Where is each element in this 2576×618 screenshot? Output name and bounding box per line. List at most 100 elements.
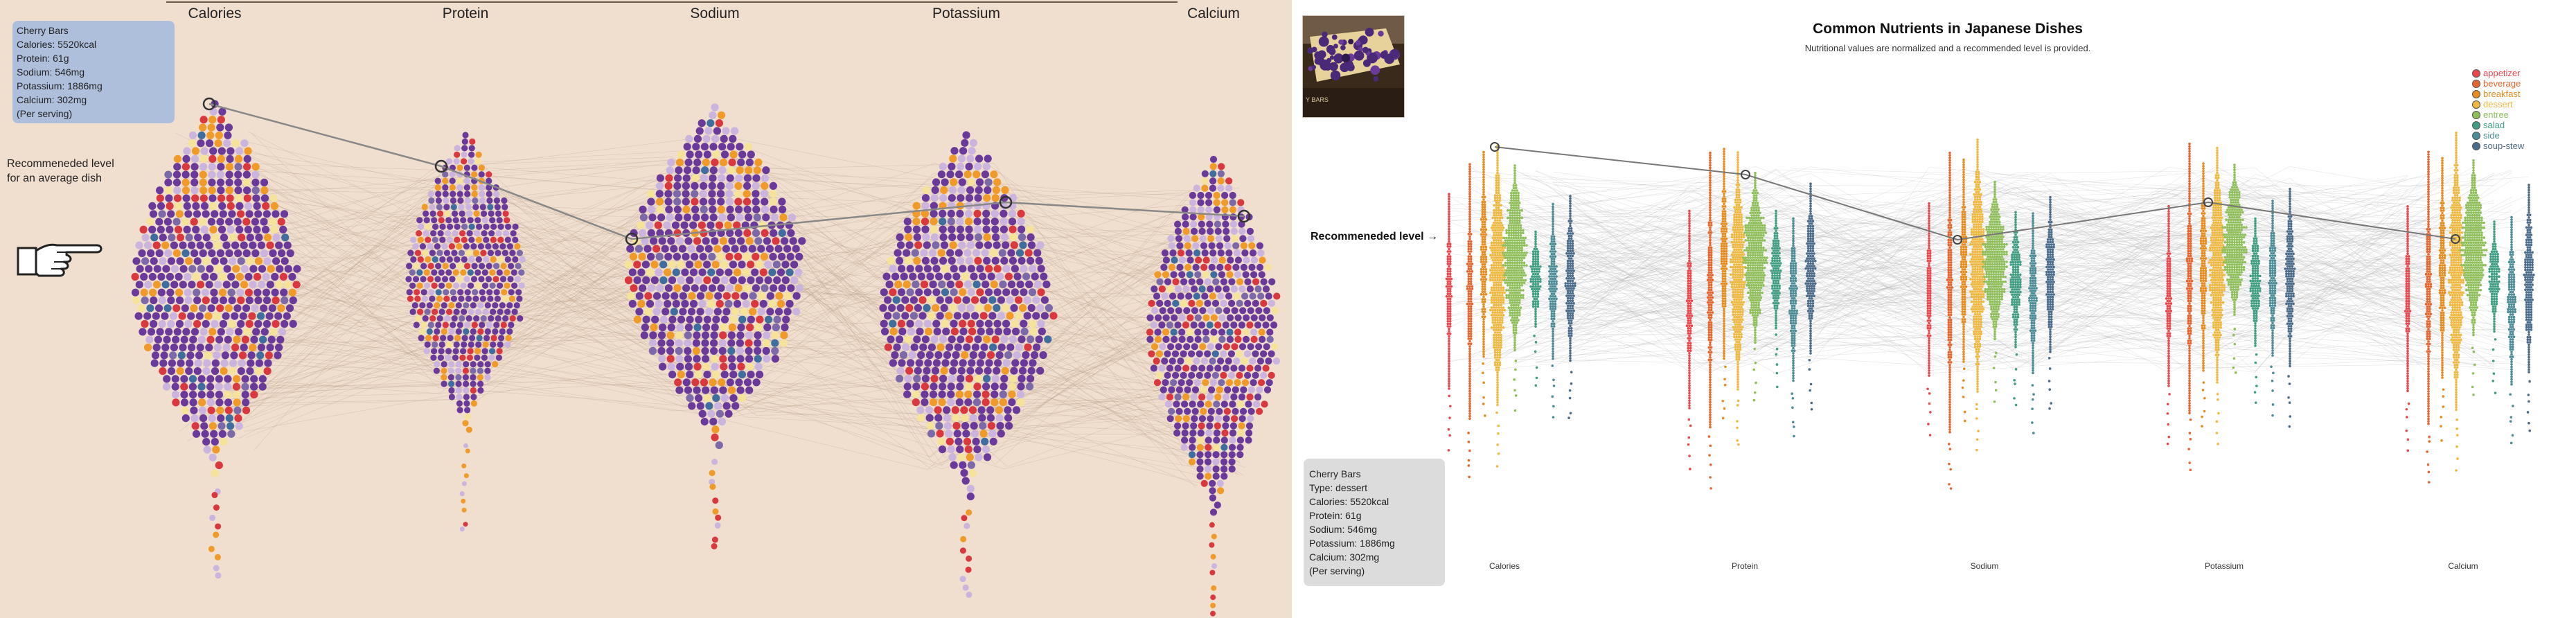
dot <box>1709 371 1712 374</box>
dot <box>725 197 734 206</box>
dot <box>1689 304 1692 308</box>
dot <box>452 354 459 361</box>
dot <box>963 280 972 289</box>
dot <box>1448 350 1450 353</box>
dot <box>131 288 140 297</box>
dot <box>1516 251 1519 254</box>
dot <box>1531 292 1535 296</box>
dot <box>449 177 456 184</box>
dot <box>1027 374 1035 383</box>
dot <box>1709 174 1712 177</box>
dot <box>641 261 650 269</box>
dot <box>1244 278 1252 285</box>
dot <box>694 276 702 285</box>
dot <box>1531 290 1535 293</box>
dot <box>175 272 183 281</box>
dot <box>1495 281 1498 284</box>
outlier-dot <box>1497 424 1500 427</box>
dot <box>1510 206 1513 210</box>
dot <box>1006 312 1014 320</box>
dot <box>703 261 711 269</box>
dot <box>964 390 972 398</box>
dot <box>510 269 517 276</box>
dot <box>196 343 204 352</box>
dot <box>427 321 434 328</box>
dot <box>481 269 488 276</box>
dot <box>1510 319 1513 322</box>
dot <box>1498 224 1502 227</box>
dot <box>1468 339 1471 343</box>
dot <box>957 154 966 163</box>
dot <box>1493 301 1495 304</box>
dot <box>253 225 261 233</box>
dot <box>1446 292 1450 296</box>
dot <box>1522 229 1525 232</box>
dot <box>1687 312 1690 315</box>
recommended-note-line: Recommeneded level <box>7 158 114 170</box>
dot <box>924 359 932 367</box>
dot <box>1493 289 1495 292</box>
dot <box>1550 280 1554 283</box>
dot <box>1507 264 1509 267</box>
dot <box>218 288 227 297</box>
dot <box>707 119 715 127</box>
dot <box>208 154 217 163</box>
dot <box>792 292 801 300</box>
dot <box>699 190 707 198</box>
dot <box>932 178 941 186</box>
dot <box>215 398 224 407</box>
dot <box>1175 386 1183 394</box>
dot <box>201 430 209 438</box>
dot <box>1172 278 1180 285</box>
dot <box>189 391 197 399</box>
dot <box>1554 290 1557 293</box>
dot <box>1511 276 1514 279</box>
dot <box>1533 297 1536 301</box>
dot <box>1164 278 1172 285</box>
dot <box>1685 299 1689 303</box>
dot <box>1171 256 1178 264</box>
dot <box>1507 236 1511 240</box>
dot <box>1501 274 1504 277</box>
dot <box>1468 372 1471 376</box>
dot <box>209 225 217 233</box>
dot <box>1496 348 1499 352</box>
dot <box>1709 413 1712 416</box>
dot <box>1010 303 1018 312</box>
dot <box>1723 177 1725 181</box>
dot <box>1482 355 1485 358</box>
dot <box>1448 283 1452 285</box>
dot <box>1516 202 1519 204</box>
dot <box>235 147 244 155</box>
dot <box>1504 244 1507 247</box>
outlier-dot <box>1514 368 1517 371</box>
dot <box>691 205 700 213</box>
dot <box>956 162 965 170</box>
dot <box>1507 297 1511 299</box>
dot <box>1531 280 1535 283</box>
dot <box>1688 257 1691 260</box>
dot <box>731 292 740 300</box>
dot <box>1571 267 1574 270</box>
dot <box>1495 271 1498 274</box>
dot <box>463 164 471 171</box>
dot <box>1162 335 1170 343</box>
dot <box>677 261 685 269</box>
dot <box>1252 400 1261 408</box>
outlier-dot <box>463 522 468 527</box>
dot <box>967 288 975 297</box>
dot <box>1516 321 1519 324</box>
dot <box>966 241 975 249</box>
dot <box>904 256 912 265</box>
dot <box>1709 229 1712 232</box>
dot <box>1500 301 1502 304</box>
dot <box>758 292 766 300</box>
connection-line <box>1514 263 2474 355</box>
dot <box>1566 254 1570 258</box>
dot <box>1509 266 1511 270</box>
dot <box>1480 233 1483 236</box>
dot <box>658 237 666 245</box>
dot <box>1571 232 1574 235</box>
dot <box>647 252 655 261</box>
dot <box>1687 284 1690 288</box>
